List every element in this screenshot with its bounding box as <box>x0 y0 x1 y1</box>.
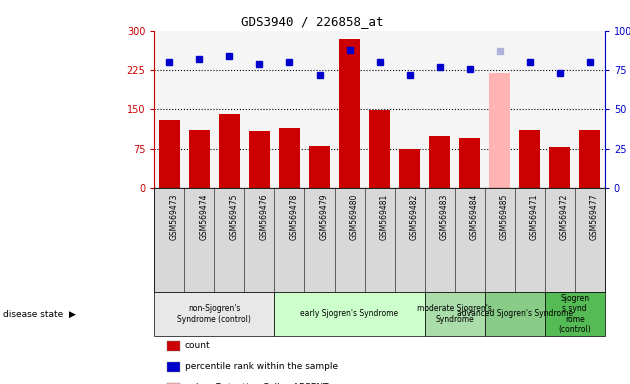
Bar <box>159 120 180 188</box>
Bar <box>339 39 360 188</box>
Text: GSM569473: GSM569473 <box>169 194 178 240</box>
Text: GSM569476: GSM569476 <box>260 194 268 240</box>
Bar <box>549 147 570 188</box>
Bar <box>279 128 300 188</box>
Text: advanced Sjogren's Syndrome: advanced Sjogren's Syndrome <box>457 310 573 318</box>
Bar <box>249 131 270 188</box>
Text: disease state  ▶: disease state ▶ <box>3 310 76 318</box>
Text: GSM569474: GSM569474 <box>199 194 209 240</box>
Text: GSM569481: GSM569481 <box>379 194 389 240</box>
Text: early Sjogren's Syndrome: early Sjogren's Syndrome <box>301 310 399 318</box>
Text: GSM569479: GSM569479 <box>319 194 328 240</box>
Text: percentile rank within the sample: percentile rank within the sample <box>185 362 338 371</box>
Text: GSM569483: GSM569483 <box>440 194 449 240</box>
Text: GSM569477: GSM569477 <box>590 194 598 240</box>
Bar <box>189 131 210 188</box>
Text: GSM569482: GSM569482 <box>410 194 418 240</box>
Bar <box>309 146 330 188</box>
Text: GSM569471: GSM569471 <box>530 194 539 240</box>
Bar <box>369 111 390 188</box>
Bar <box>429 136 450 188</box>
Text: Sjogren
s synd
rome
(control): Sjogren s synd rome (control) <box>558 294 591 334</box>
Text: GSM569480: GSM569480 <box>350 194 358 240</box>
Bar <box>459 138 480 188</box>
Bar <box>579 131 600 188</box>
Text: GDS3940 / 226858_at: GDS3940 / 226858_at <box>241 15 383 28</box>
Text: value, Detection Call = ABSENT: value, Detection Call = ABSENT <box>185 383 328 384</box>
Text: GSM569472: GSM569472 <box>559 194 569 240</box>
Text: count: count <box>185 341 210 350</box>
Text: GSM569475: GSM569475 <box>229 194 238 240</box>
Bar <box>489 73 510 188</box>
Bar <box>399 149 420 188</box>
Text: GSM569478: GSM569478 <box>289 194 299 240</box>
Text: GSM569484: GSM569484 <box>469 194 479 240</box>
Text: GSM569485: GSM569485 <box>500 194 508 240</box>
Bar <box>219 114 240 188</box>
Text: non-Sjogren's
Syndrome (control): non-Sjogren's Syndrome (control) <box>178 304 251 324</box>
Bar <box>519 131 541 188</box>
Text: moderate Sjogren's
Syndrome: moderate Sjogren's Syndrome <box>417 304 492 324</box>
